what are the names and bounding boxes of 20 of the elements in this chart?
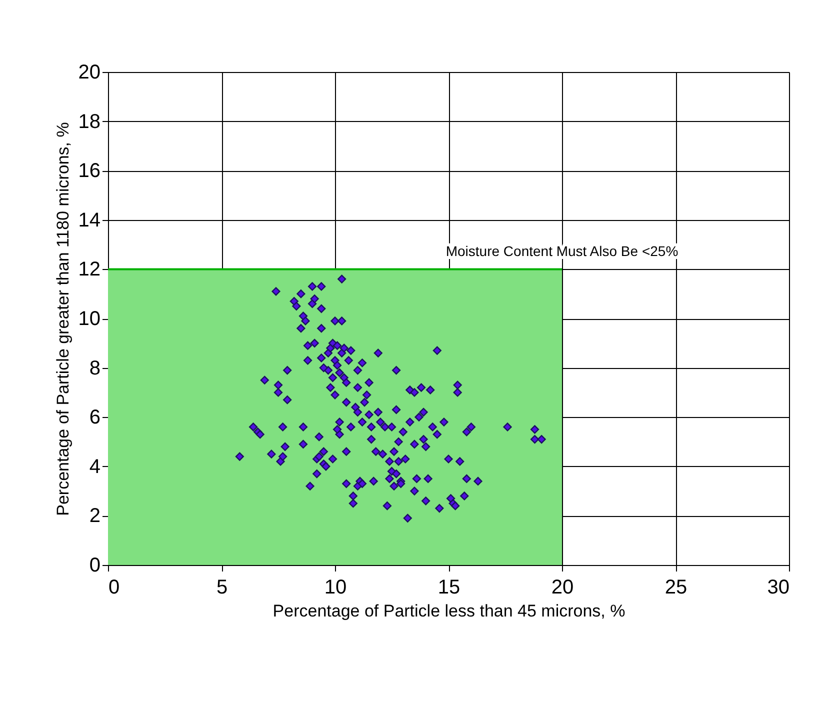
x-tick-label: 5 [216,576,228,598]
y-tick-label: 8 [89,357,100,380]
y-tick-label: 6 [89,406,100,429]
y-tick-label: 14 [78,209,100,232]
x-tick-label: 0 [108,576,120,598]
y-tick-label: 20 [78,62,100,84]
y-axis-title: Percentage of Particle greater than 1180 microns, % [53,122,72,516]
x-tick-label: 25 [664,576,688,598]
x-tick-label: 15 [438,576,460,598]
x-axis-title: Percentage of Particle less than 45 microns, % [272,602,626,620]
y-tick-label: 16 [78,160,100,182]
x-tick-label: 30 [767,576,790,598]
y-tick-label: 12 [78,258,100,281]
y-tick-label: 4 [89,456,100,478]
y-tick-label: 0 [89,554,100,576]
y-tick-label: 18 [78,110,100,133]
x-tick-label: 10 [324,576,347,598]
x-tick-label: 20 [551,576,574,598]
y-tick-label: 2 [89,505,100,528]
y-tick-label: 10 [78,308,100,330]
